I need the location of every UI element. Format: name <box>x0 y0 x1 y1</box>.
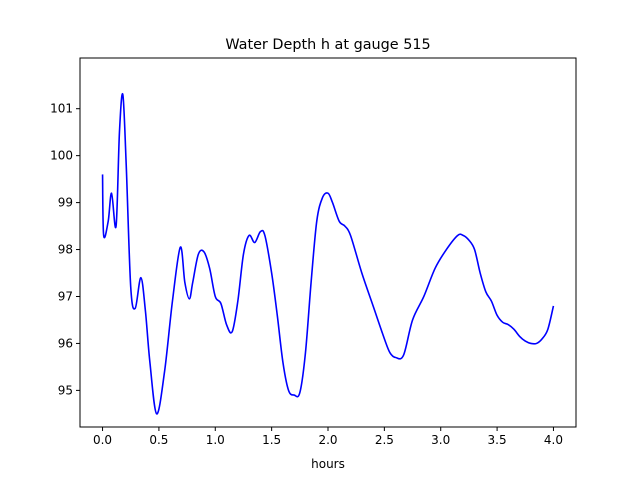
x-axis: 0.0 0.5 1.0 1.5 2.0 2.5 3.0 3.5 4.0 <box>93 427 563 447</box>
y-tick-label: 100 <box>50 149 73 163</box>
chart-title: Water Depth h at gauge 515 <box>225 37 430 53</box>
y-axis: 95 96 97 98 99 100 101 <box>50 102 80 397</box>
series-line-0 <box>101 92 555 415</box>
x-axis-label: hours <box>311 457 345 471</box>
y-tick-label: 97 <box>58 289 73 303</box>
x-tick-label: 4.0 <box>544 433 563 447</box>
x-tick-label: 0.0 <box>93 433 112 447</box>
y-tick-label: 98 <box>58 243 73 257</box>
x-tick-label: 1.5 <box>262 433 281 447</box>
x-tick-label: 1.0 <box>206 433 225 447</box>
series-line-group <box>101 92 555 415</box>
x-tick-label: 2.5 <box>375 433 394 447</box>
x-tick-label: 2.0 <box>318 433 337 447</box>
x-tick-label: 3.5 <box>488 433 507 447</box>
x-tick-label: 3.0 <box>431 433 450 447</box>
x-tick-label: 0.5 <box>149 433 168 447</box>
y-tick-label: 96 <box>58 336 73 350</box>
y-tick-label: 99 <box>58 196 73 210</box>
y-tick-label: 101 <box>50 102 73 116</box>
y-tick-label: 95 <box>58 383 73 397</box>
